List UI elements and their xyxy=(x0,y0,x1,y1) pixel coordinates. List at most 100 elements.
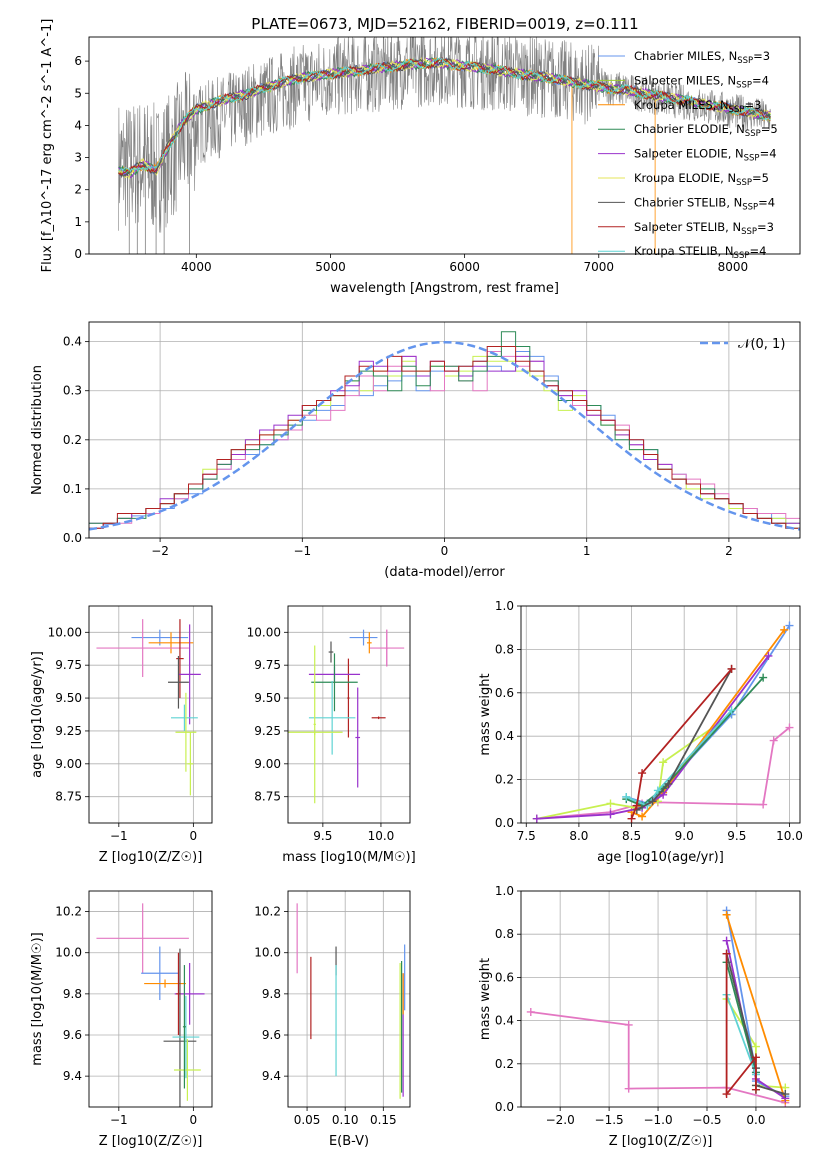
mass-weight-marker xyxy=(526,1007,535,1016)
y-axis-label: mass weight xyxy=(478,673,493,755)
y-tick-label: 9.25 xyxy=(254,724,281,738)
x-tick-label: −2.0 xyxy=(546,1113,575,1127)
x-tick-label: 0.05 xyxy=(294,1113,321,1127)
x-axis-label: E(B-V) xyxy=(329,1134,369,1149)
mass-weight-marker xyxy=(759,800,768,809)
mass-weight-line xyxy=(630,668,733,820)
legend-label-subscript: SSP xyxy=(736,80,752,90)
y-tick-label: 5 xyxy=(74,86,82,100)
y-tick-label: 1 xyxy=(74,215,82,229)
y-tick-label: 0.8 xyxy=(495,927,514,941)
y-axis-label: Normed distribution xyxy=(30,365,45,495)
x-tick-label: 4000 xyxy=(181,260,212,274)
y-tick-label: 8.75 xyxy=(254,790,281,804)
plot-area xyxy=(96,619,201,796)
x-tick-label: −1 xyxy=(110,1113,128,1127)
chart-spectrum: 4000 5000 6000 7000 8000 0 1 2 3 4 5 6 Chabrier MILE… xyxy=(40,19,801,296)
y-tick-label: 0.8 xyxy=(495,642,514,656)
mass-weight-marker xyxy=(781,1090,790,1099)
mass-weight-marker xyxy=(606,799,615,808)
mass-weight-marker xyxy=(764,651,773,660)
legend-label: Salpeter MILES, NSSP=4 xyxy=(634,73,769,90)
x-axis-label: age [log10(age/yr)] xyxy=(597,850,724,865)
legend-label: Chabrier STELIB, NSSP=4 xyxy=(634,195,775,212)
legend-label-subscript: SSP xyxy=(734,251,750,261)
x-axis-label: mass [log10(M/M☉)] xyxy=(282,850,415,865)
legend-label: Salpeter STELIB, NSSP=3 xyxy=(634,220,774,237)
axes-frame xyxy=(520,890,801,1108)
y-tick-label: 0.4 xyxy=(495,1014,514,1028)
mass-weight-marker xyxy=(727,664,736,673)
legend-label: Chabrier MILES, NSSP=3 xyxy=(634,49,770,66)
mass-weight-line xyxy=(536,726,791,820)
mass-weight-marker xyxy=(627,814,636,823)
legend-label-subscript: SSP xyxy=(745,129,761,139)
x-tick-label: 7.5 xyxy=(517,829,536,843)
legend-label-tail: =4 xyxy=(749,244,766,258)
plots-layer: 4000 5000 6000 7000 8000 0 1 2 3 4 5 6 Chabrier MILE… xyxy=(30,19,803,1149)
x-tick-label: 8.5 xyxy=(622,829,641,843)
y-tick-label: 9.50 xyxy=(254,691,281,705)
residual-histogram xyxy=(89,346,800,529)
legend-label-subscript: SSP xyxy=(736,178,752,188)
legend-label-subscript: SSP xyxy=(737,56,753,66)
y-tick-label: 10.00 xyxy=(48,625,82,639)
model-fit-line xyxy=(118,57,771,179)
mass-weight-line xyxy=(725,953,757,1097)
mass-weight-line xyxy=(725,962,757,1090)
x-tick-label: −1 xyxy=(110,829,128,843)
y-axis-label: age [log10(age/yr)] xyxy=(30,651,45,778)
y-tick-label: 0.2 xyxy=(495,1057,514,1071)
legend-label-tail: =4 xyxy=(758,195,775,209)
mass-weight-marker xyxy=(727,706,736,715)
x-tick-label: −1.0 xyxy=(643,1113,672,1127)
chart-massweight-vs-age: 7.5 8.0 8.5 9.0 9.5 10.0 0.0 0.2 0.4 0.6 0.8 1.0 age… xyxy=(478,599,803,865)
plot-area xyxy=(288,629,405,804)
x-axis-label: (data-model)/error xyxy=(384,565,505,580)
legend-label: Chabrier ELODIE, NSSP=5 xyxy=(634,122,778,139)
plot-area xyxy=(296,903,406,1099)
mass-weight-marker xyxy=(722,936,731,945)
mass-weight-marker xyxy=(632,801,641,810)
normal-pdf-curve xyxy=(89,340,800,531)
mass-weight-marker xyxy=(785,723,794,732)
y-tick-label: 0 xyxy=(74,247,82,261)
y-tick-label: 10.2 xyxy=(55,905,82,919)
axes-frame xyxy=(88,36,801,255)
plot-area xyxy=(118,37,771,254)
mass-weight-line xyxy=(725,914,787,1101)
legend-label-subscript: SSP xyxy=(729,105,745,115)
x-tick-label: 7000 xyxy=(584,260,615,274)
legend-label-tail: =5 xyxy=(761,122,778,136)
mass-weight-marker xyxy=(624,1020,633,1029)
y-tick-label: 9.8 xyxy=(262,987,281,1001)
x-tick-label: 0.15 xyxy=(370,1113,397,1127)
y-tick-label: 9.00 xyxy=(254,757,281,771)
mass-weight-marker xyxy=(653,786,662,795)
x-tick-label: 0.10 xyxy=(332,1113,359,1127)
x-tick-label: 9.0 xyxy=(675,829,694,843)
mass-weight-marker xyxy=(664,779,673,788)
axes-frame xyxy=(88,605,213,824)
mass-weight-marker xyxy=(648,797,657,806)
x-tick-label: 0.0 xyxy=(746,1113,765,1127)
plot-area xyxy=(89,331,800,531)
model-fit-line xyxy=(118,56,771,180)
y-tick-label: 0.4 xyxy=(495,729,514,743)
spectrum-legend: Chabrier MILES, NSSP=3 Salpeter MILES, NS… xyxy=(598,49,778,261)
legend-label-subscript: SSP xyxy=(744,154,760,164)
mass-weight-marker xyxy=(532,814,541,823)
y-tick-label: 9.75 xyxy=(55,658,82,672)
legend-label: Kroupa MILES, NSSP=3 xyxy=(634,98,761,115)
mass-weight-marker xyxy=(638,812,647,821)
x-axis-label: Z [log10(Z/Z☉)] xyxy=(609,1134,713,1149)
mass-weight-marker xyxy=(624,1084,633,1093)
y-tick-label: 0.0 xyxy=(495,816,514,830)
mass-weight-marker xyxy=(751,1085,760,1094)
y-tick-label: 10.0 xyxy=(55,946,82,960)
x-tick-label: 0 xyxy=(441,544,449,558)
mass-weight-marker xyxy=(722,1090,731,1099)
y-tick-label: 3 xyxy=(74,151,82,165)
x-tick-label: 5000 xyxy=(315,260,346,274)
